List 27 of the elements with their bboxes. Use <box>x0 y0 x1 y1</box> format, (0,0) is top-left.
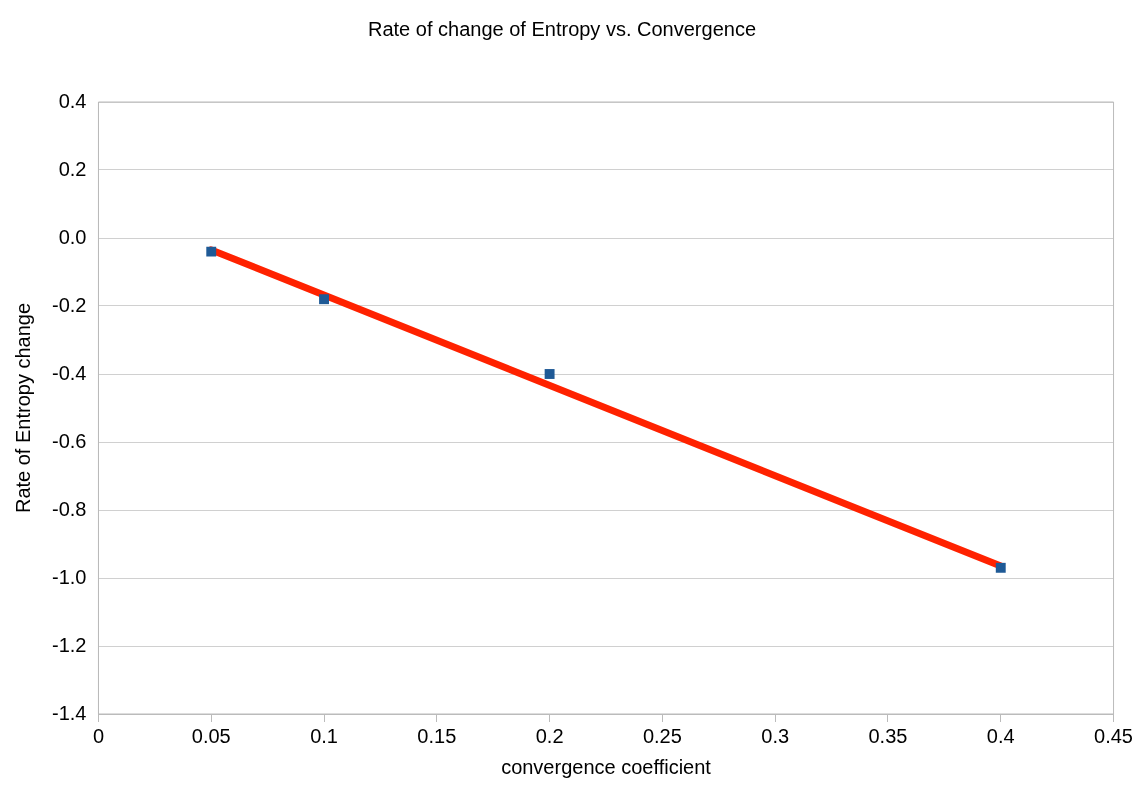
y-tick-label: -0.2 <box>51 293 87 316</box>
y-tick-label: -0.6 <box>51 429 87 452</box>
x-tick-label: 0.4 <box>986 724 1015 747</box>
x-tick-label: 0.25 <box>642 724 682 747</box>
y-tick-label: -1.2 <box>51 633 87 656</box>
point <box>206 246 217 257</box>
x-tick-label: 0.2 <box>535 724 564 747</box>
y-tick-label: 0.0 <box>58 225 87 248</box>
x-tick-label: 0.15 <box>417 724 457 747</box>
y-tick-label: -0.8 <box>51 497 87 520</box>
x-axis-title: convergence coefficient <box>501 755 712 778</box>
x-tick-label: 0 <box>92 724 105 747</box>
point <box>995 562 1006 573</box>
point <box>544 369 555 379</box>
x-tick-label: 0.3 <box>761 724 790 747</box>
y-axis-title: Rate of Entropy change <box>11 302 34 514</box>
x-tick-label: 0.1 <box>310 724 338 747</box>
y-tick-label: 0.4 <box>58 89 87 112</box>
y-tick-label: -0.4 <box>51 361 87 384</box>
x-tick-label: 0.35 <box>868 724 908 747</box>
x-tick-label: 0.45 <box>1094 724 1134 747</box>
y-tick-label: 0.2 <box>58 157 87 180</box>
x-tick-label: 0.05 <box>191 724 231 747</box>
point <box>319 294 329 305</box>
y-tick-label: -1.0 <box>51 565 87 588</box>
chart-title: Rate of change of Entropy vs. Convergence <box>367 17 757 40</box>
y-tick-label: -1.4 <box>51 701 87 724</box>
